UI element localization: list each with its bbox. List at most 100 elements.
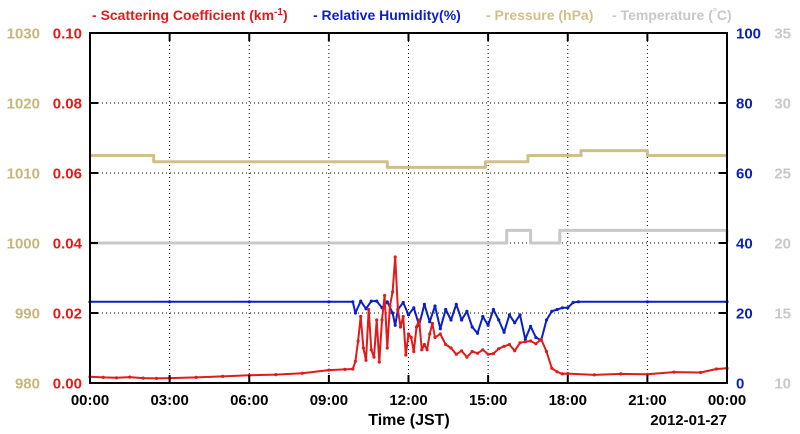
- scattering-data-point: [513, 349, 517, 353]
- humidity-data-point: [470, 325, 474, 329]
- scattering-data-point: [141, 376, 145, 380]
- scattering-data-point: [300, 371, 304, 375]
- scattering-data-point: [377, 360, 381, 364]
- scattering-data-point: [619, 372, 623, 376]
- humidity-data-point: [555, 307, 559, 312]
- humidity-data-point: [364, 307, 368, 311]
- scattering-data-point: [369, 348, 373, 352]
- humidity-data-point: [576, 300, 581, 304]
- humidity-data-point: [454, 302, 458, 306]
- scattering-data-point: [592, 373, 596, 377]
- scattering-data-point: [372, 355, 376, 359]
- scattering-data-point: [398, 325, 403, 329]
- scattering-data-point: [221, 374, 225, 378]
- scattering-data-point: [388, 304, 392, 308]
- humidity-tick-label: 20: [736, 306, 753, 323]
- temperature-tick-label: 20: [774, 236, 791, 253]
- humidity-tick-label: 0: [736, 376, 744, 393]
- scattering-data-point: [194, 375, 198, 379]
- humidity-data-point: [465, 309, 469, 313]
- humidity-data-point: [433, 304, 437, 308]
- scattering-data-point: [497, 347, 501, 351]
- scattering-data-point: [274, 373, 278, 377]
- humidity-tick-label: 100: [736, 26, 761, 43]
- scattering-data-point: [414, 325, 419, 329]
- legend-temperature-sup: °: [713, 7, 717, 18]
- scattering-data-point: [523, 340, 527, 344]
- humidity-data-point: [391, 311, 395, 315]
- humidity-data-point: [247, 300, 251, 304]
- pressure-tick-label: 1030: [7, 26, 40, 43]
- legend-scattering-label: -: [92, 7, 101, 23]
- series-group: [88, 149, 729, 380]
- humidity-data-point: [460, 318, 464, 322]
- humidity-data-point: [359, 299, 363, 303]
- scattering-data-point: [486, 352, 490, 356]
- humidity-data-point: [168, 300, 172, 304]
- scattering-data-point: [391, 290, 395, 294]
- temperature-series-line: [90, 228, 729, 245]
- pressure-tick-label: 990: [15, 306, 40, 323]
- scattering-data-point: [539, 337, 543, 341]
- humidity-data-point: [406, 313, 411, 317]
- scattering-data-point: [375, 318, 379, 322]
- scattering-data-point: [128, 375, 132, 379]
- humidity-data-point: [353, 311, 357, 315]
- legend-scattering-sup: -1: [274, 7, 283, 18]
- humidity-tick-label: 80: [736, 96, 753, 113]
- scattering-data-point: [672, 370, 676, 374]
- pressure-tick-label: 980: [15, 376, 40, 393]
- humidity-data-point: [475, 331, 480, 335]
- humidity-data-point: [422, 302, 426, 306]
- humidity-data-point: [566, 306, 570, 310]
- date-label: 2012-01-27: [650, 412, 727, 429]
- scattering-data-point: [380, 318, 384, 322]
- legend-scattering: - Scattering Coefficient (km-1): [92, 7, 288, 23]
- scattering-data-point: [444, 342, 448, 347]
- legend-humidity: - Relative Humidity(%): [313, 7, 461, 23]
- x-tick-label: 03:00: [150, 392, 188, 409]
- scattering-data-point: [367, 307, 371, 312]
- humidity-data-point: [369, 299, 373, 303]
- humidity-data-point: [502, 330, 506, 334]
- humidity-data-point: [529, 324, 533, 328]
- scattering-data-point: [491, 352, 495, 356]
- legend-scattering-close: ): [283, 7, 288, 23]
- scattering-tick-label: 0.02: [53, 306, 82, 323]
- scattering-data-point: [529, 339, 533, 343]
- humidity-data-point: [645, 300, 650, 304]
- humidity-tick-label: 40: [736, 236, 753, 253]
- humidity-data-point: [401, 300, 405, 305]
- temperature-tick-label: 25: [774, 166, 791, 183]
- scattering-data-point: [433, 335, 437, 340]
- legend-temperature-text: - Temperature (: [612, 7, 713, 23]
- humidity-data-point: [393, 323, 397, 327]
- legend-scattering-text: Scattering Coefficient (km: [101, 7, 274, 23]
- scattering-data-point: [449, 346, 453, 350]
- scattering-data-point: [698, 370, 703, 375]
- humidity-data-point: [351, 300, 355, 304]
- scattering-data-point: [420, 348, 424, 352]
- scattering-data-point: [351, 367, 355, 371]
- humidity-data-point: [550, 309, 554, 313]
- scattering-data-point: [714, 367, 719, 371]
- scattering-data-point: [412, 349, 416, 354]
- scattering-data-point: [507, 342, 511, 347]
- scattering-data-point: [560, 372, 565, 376]
- pressure-tick-label: 1020: [7, 96, 40, 113]
- pressure-tick-label: 1010: [7, 166, 40, 183]
- scattering-data-point: [401, 314, 405, 319]
- legend-temperature: - Temperature (°C): [612, 7, 732, 23]
- scattering-data-point: [409, 335, 413, 340]
- pressure-series-line: [90, 149, 727, 169]
- x-tick-label: 12:00: [389, 392, 427, 409]
- temperature-tick-label: 35: [774, 26, 791, 43]
- scattering-data-point: [534, 342, 538, 346]
- scattering-data-point: [518, 341, 522, 345]
- scattering-data-point: [544, 349, 549, 354]
- humidity-data-point: [327, 300, 331, 304]
- temperature-tick-label: 15: [774, 306, 791, 323]
- scattering-data-point: [327, 368, 331, 372]
- humidity-tick-label: 60: [736, 166, 753, 183]
